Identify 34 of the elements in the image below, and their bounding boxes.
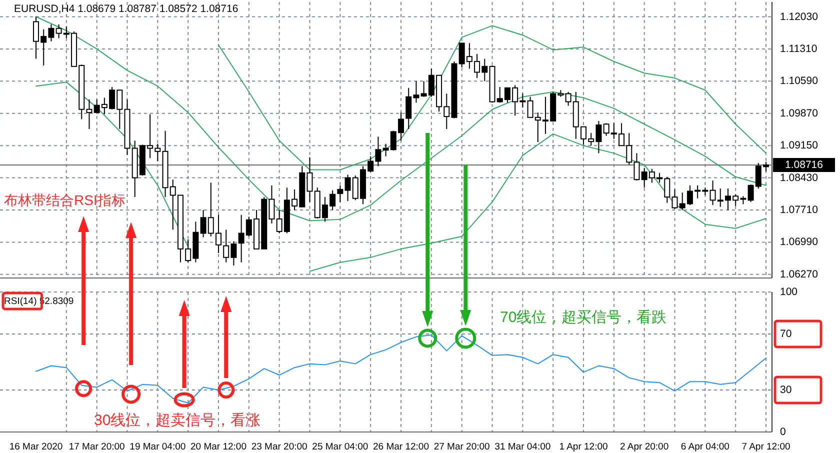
annotation: 30线位，超卖信号，看涨	[94, 412, 261, 429]
y-tick-label: 1.09870	[780, 107, 818, 120]
y-tick-label: 1.11310	[780, 42, 818, 55]
x-tick-label: 19 Mar 04:00	[130, 442, 186, 452]
y-tick-label: 30	[780, 384, 792, 396]
y-tick-label: 1.07710	[780, 204, 818, 216]
y-tick-label: 1.09150	[780, 140, 818, 152]
x-tick-label: 27 Mar 20:00	[434, 442, 490, 452]
ref-line-label: 1.08716	[785, 159, 824, 172]
y-tick-label: 1.06990	[780, 236, 818, 248]
x-tick-label: 17 Mar 20:00	[68, 442, 125, 452]
annotation: 70线位，超买信号，看跌	[500, 309, 667, 326]
y-tick-label: 70	[780, 328, 792, 340]
x-tick-label: 31 Mar 04:00	[494, 442, 551, 452]
y-tick-label: 1.06270	[780, 268, 818, 280]
line-series	[309, 133, 766, 272]
x-tick-label: 23 Mar 20:00	[251, 442, 308, 452]
y-tick-label: 0	[780, 426, 786, 438]
x-tick-label: 16 Mar 2020	[9, 442, 63, 452]
y-tick-label: 100	[780, 286, 798, 298]
x-tick-label: 26 Mar 12:00	[373, 442, 429, 452]
y-tick-label: 1.10590	[780, 75, 818, 88]
x-tick-label: 7 Apr 12:00	[742, 442, 790, 452]
y-tick-label: 1.08430	[780, 172, 818, 184]
candlestick	[337, 184, 344, 202]
line-series	[218, 25, 766, 170]
x-tick-label: 25 Mar 04:00	[312, 442, 368, 452]
x-tick-label: 20 Mar 12:00	[190, 442, 246, 452]
annotation: 布林带结合RSI指标	[4, 192, 126, 208]
x-tick-label: 2 Apr 20:00	[620, 442, 669, 452]
x-tick-label: 6 Apr 04:00	[680, 442, 730, 452]
x-tick-label: 1 Apr 12:00	[559, 442, 608, 452]
y-tick-label: 1.12030	[780, 10, 818, 23]
chart-title: EURUSD,H4 1.08679 1.08787 1.08572 1.08716	[14, 3, 238, 15]
